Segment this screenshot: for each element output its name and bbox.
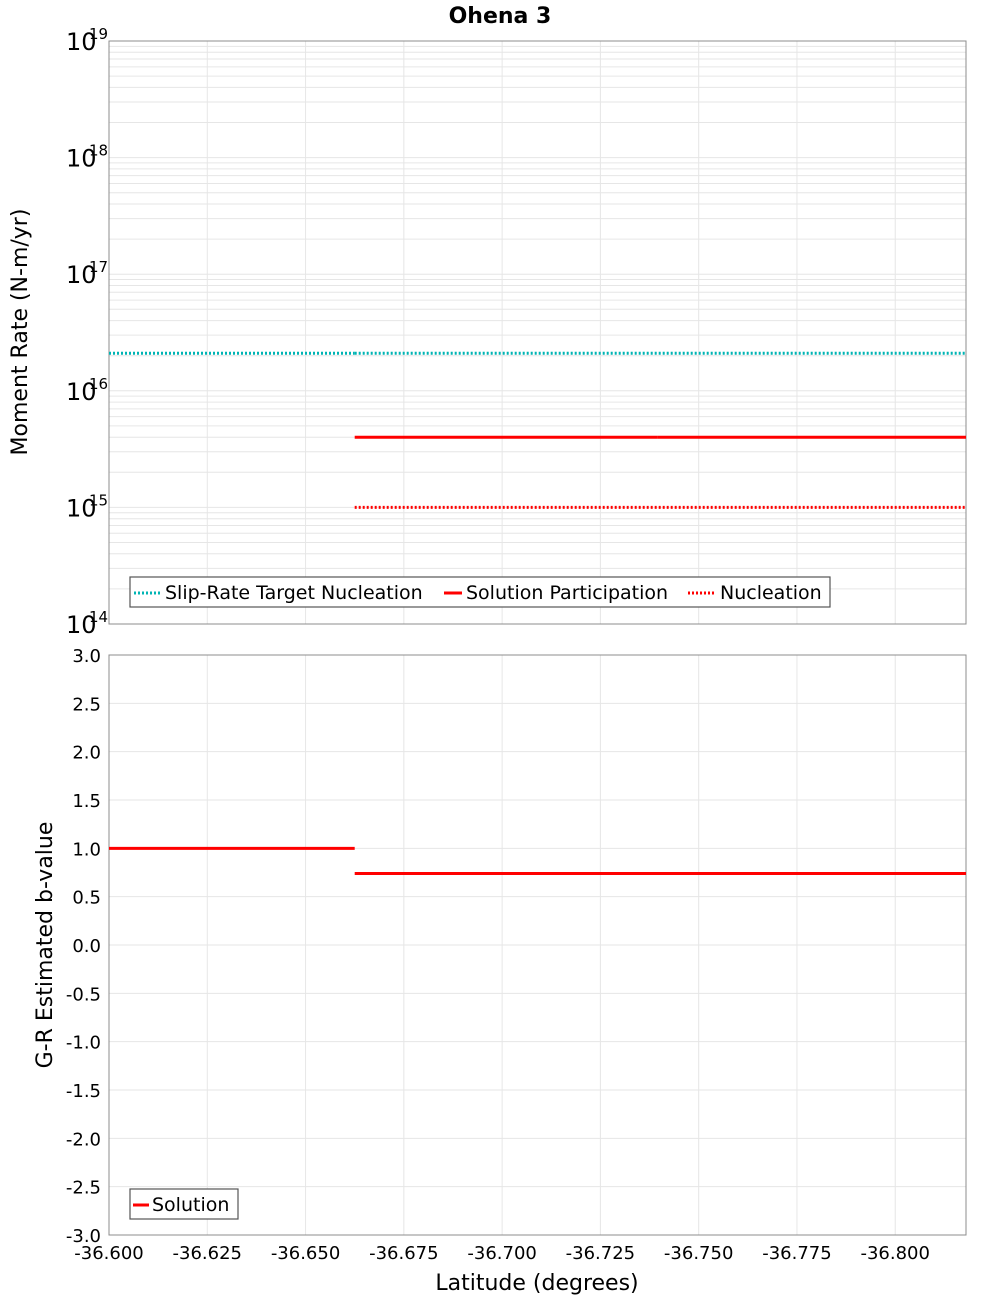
- x-axis-label: Latitude (degrees): [435, 1271, 638, 1296]
- chart-title: Ohena 3: [449, 4, 552, 29]
- b-value-plot-frame: [108, 654, 967, 1236]
- y-tick-label-base: 10: [66, 611, 97, 639]
- y-tick-label: 3.0: [72, 646, 101, 667]
- b-value-legend: Solution: [129, 1188, 239, 1220]
- moment-rate-gridlines: [108, 41, 966, 625]
- x-tick-label: -36.650: [271, 1243, 340, 1264]
- x-tick-label: -36.700: [467, 1243, 536, 1264]
- y-tick-label: 1.5: [72, 791, 101, 812]
- y-tick-label-exponent: 14: [89, 608, 108, 626]
- y-tick-label: 0.0: [72, 936, 101, 957]
- y-tick-label: -1.5: [66, 1081, 101, 1102]
- y-tick-label-base: 10: [66, 261, 97, 289]
- legend-label-nucleation: Nucleation: [720, 582, 822, 604]
- y-tick-label-exponent: 19: [89, 25, 108, 43]
- b-value-panel: 3.0 2.5 2.0 1.5 1.0 0.5 0.0 -0.5 -1.0 -1.5 -2.0 -2.…: [33, 646, 967, 1247]
- x-tick-label: -36.775: [762, 1243, 831, 1264]
- y-tick-label-base: 10: [66, 145, 97, 173]
- y-tick-label-base: 10: [66, 494, 97, 522]
- y-tick-label-exponent: 17: [89, 258, 108, 276]
- y-tick-label: 1.0: [72, 839, 101, 860]
- y-tick-label: -0.5: [66, 984, 101, 1005]
- y-tick-label: 2.5: [72, 694, 101, 715]
- x-tick-label: -36.725: [566, 1243, 635, 1264]
- legend-label-solution: Solution: [152, 1194, 229, 1216]
- x-tick-label: -36.800: [860, 1243, 929, 1264]
- y-tick-label: 2.0: [72, 743, 101, 764]
- y-tick-label: -1.0: [66, 1033, 101, 1054]
- y-tick-label-exponent: 15: [89, 491, 108, 509]
- y-tick-label: -3.0: [66, 1226, 101, 1247]
- x-tick-label: -36.600: [74, 1243, 143, 1264]
- b-value-y-axis-label: G-R Estimated b-value: [33, 822, 58, 1069]
- b-value-y-tick-labels: 3.0 2.5 2.0 1.5 1.0 0.5 0.0 -0.5 -1.0 -1.5 -2.0 -2.…: [66, 646, 101, 1247]
- b-value-series: [109, 846, 966, 875]
- legend-label-slip-rate-target: Slip-Rate Target Nucleation: [165, 582, 423, 604]
- y-tick-label-base: 10: [66, 28, 97, 56]
- x-tick-label: -36.750: [664, 1243, 733, 1264]
- y-tick-label-exponent: 18: [89, 142, 108, 160]
- moment-rate-plot-frame: [108, 40, 967, 625]
- x-tick-label: -36.675: [369, 1243, 438, 1264]
- y-tick-label-base: 10: [66, 378, 97, 406]
- y-tick-label: -2.0: [66, 1129, 101, 1150]
- y-tick-label: 0.5: [72, 888, 101, 909]
- x-tick-labels: -36.600 -36.625 -36.650 -36.675 -36.700 -36.7…: [74, 1243, 930, 1264]
- moment-rate-y-axis-label: Moment Rate (N-m/yr): [8, 209, 33, 456]
- moment-rate-legend: Slip-Rate Target Nucleation Solution Par…: [129, 576, 831, 608]
- x-tick-label: -36.625: [173, 1243, 242, 1264]
- legend-label-solution-participation: Solution Participation: [466, 582, 668, 604]
- moment-rate-series: [109, 351, 966, 509]
- b-value-gridlines: [108, 654, 966, 1236]
- y-tick-label: -2.5: [66, 1178, 101, 1199]
- y-tick-label-exponent: 16: [89, 375, 108, 393]
